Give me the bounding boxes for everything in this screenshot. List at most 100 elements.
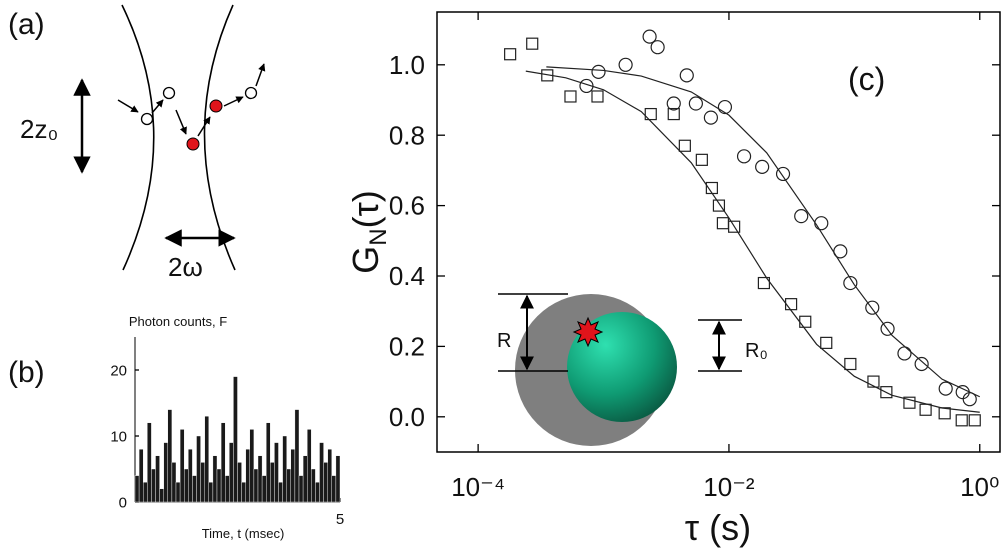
y-tick-label: 10 [110, 428, 127, 445]
square-marker [716, 217, 730, 230]
square-marker [784, 298, 798, 311]
circle-marker [897, 346, 912, 361]
height-label: 2z₀ [20, 114, 58, 144]
bar [257, 455, 263, 503]
x-axis-label: Time, t (msec) [202, 526, 285, 541]
path-arrow [255, 63, 266, 87]
bar [188, 449, 193, 503]
square-marker [820, 336, 833, 349]
bar [249, 429, 255, 503]
y-tick-label: 0.6 [389, 191, 425, 221]
circle-marker [666, 96, 681, 111]
circle-marker [755, 159, 770, 174]
circle-marker [679, 68, 694, 83]
square-marker [799, 315, 812, 328]
bar [335, 455, 341, 503]
bar [286, 468, 292, 503]
bar [208, 482, 214, 503]
bar [290, 449, 296, 503]
circle-marker [591, 64, 606, 79]
bar [155, 455, 160, 503]
bar [245, 449, 250, 503]
y-axis-label-main: G [345, 246, 386, 274]
circle-marker [618, 57, 633, 72]
circle-marker [814, 216, 829, 231]
bar [278, 482, 283, 503]
panel-label: (b) [8, 356, 45, 389]
bar [212, 455, 218, 503]
circle-marker [843, 275, 858, 291]
y-axis-label: GN(τ) [345, 190, 392, 274]
bar [183, 468, 189, 503]
y-tick-label: 0 [119, 494, 127, 511]
bar [327, 449, 333, 503]
panel-label: (c) [848, 61, 885, 97]
circle-marker [794, 209, 809, 224]
panel-a: (a) 2z₀ 2ω [8, 4, 266, 282]
y-tick-label: 0.8 [389, 120, 425, 150]
path-arrow [175, 109, 187, 135]
molecule [162, 86, 176, 100]
bar [282, 435, 287, 503]
square-marker [591, 90, 604, 103]
x-tick-label: 5 [336, 511, 344, 528]
square-marker [728, 220, 741, 233]
bar [315, 482, 320, 503]
y-tick-label: 20 [110, 362, 127, 379]
bar [163, 442, 168, 503]
bar [216, 468, 222, 503]
y-axis-label-sub: N [365, 228, 392, 245]
square-marker [504, 48, 517, 61]
square-marker [678, 139, 691, 152]
beam-edge [203, 4, 236, 271]
bar [233, 376, 238, 503]
square-marker [844, 357, 857, 371]
fit-curve [525, 70, 980, 413]
y-axis-label: Photon counts, F [129, 314, 227, 329]
chart-1: 0.0 0.2 0.4 0.6 0.8 1.0 10⁻⁴ 10⁻² 10⁰ [389, 11, 1001, 502]
square-marker [667, 107, 680, 121]
y-tick-label: 0.0 [389, 402, 425, 432]
x-tick-label: 10⁰ [960, 472, 999, 502]
molecule-fluorescent [209, 99, 223, 113]
y-tick-label: 0.2 [389, 332, 425, 362]
circle-marker [703, 110, 718, 125]
bar [307, 429, 312, 503]
square-marker [968, 414, 981, 427]
path-arrow [117, 99, 139, 113]
inner-radius-label: R₀ [745, 340, 768, 362]
square-marker [564, 90, 577, 103]
bar [138, 449, 144, 503]
path-arrow [223, 96, 244, 107]
square-marker [955, 414, 968, 427]
y-axis-label-tail: (τ) [345, 190, 386, 228]
circle-marker [955, 385, 970, 400]
circle-marker [650, 40, 665, 55]
bar [302, 455, 308, 503]
path-arrow [151, 99, 164, 114]
bar [311, 468, 316, 503]
bar [274, 442, 279, 503]
square-marker [695, 153, 708, 166]
bar [204, 416, 209, 503]
circle-marker [938, 381, 953, 396]
circle-marker [642, 29, 657, 44]
path-arrow [197, 116, 211, 137]
y-tick-label: 1.0 [389, 50, 425, 80]
bar [167, 409, 173, 503]
square-marker [712, 199, 726, 212]
inset: R R₀ [497, 293, 768, 446]
circle-marker [880, 321, 895, 336]
bar [159, 488, 164, 503]
bar [179, 429, 185, 503]
panel-b: (b) Photon counts, F Time, t (msec) [8, 314, 284, 541]
bar [294, 409, 300, 503]
circle-marker [865, 300, 880, 315]
panel-c: (c) τ (s) GN(τ) R R₀ [345, 61, 885, 548]
bar [220, 422, 226, 503]
square-marker [644, 107, 657, 121]
plot-frame [436, 11, 1001, 453]
circle-marker [736, 149, 752, 164]
